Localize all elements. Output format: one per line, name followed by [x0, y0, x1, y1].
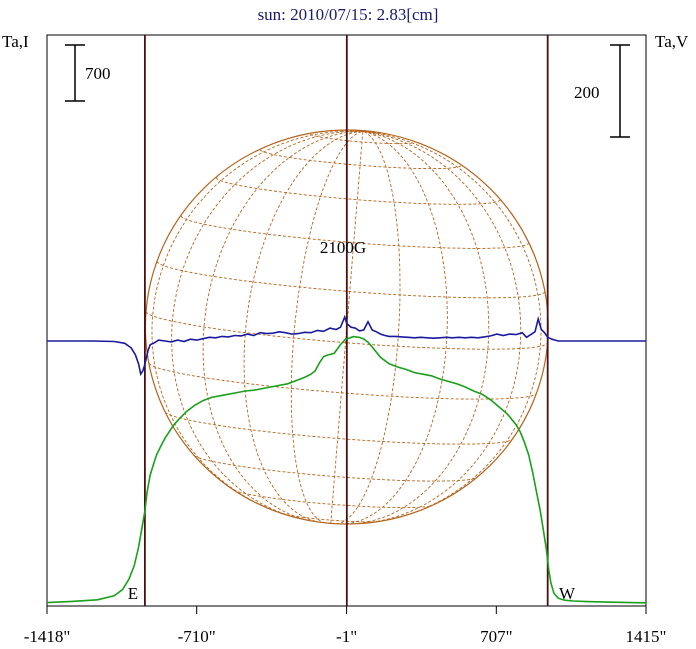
right-scale-bar [610, 44, 630, 138]
right-scale-bar-label: 200 [574, 83, 600, 102]
field-strength-label: 2100G [320, 238, 366, 257]
disk-longitude-line [151, 130, 363, 511]
left-scale-bar-label: 700 [85, 64, 111, 83]
right-axis-label: Ta,V [655, 32, 689, 51]
disk-longitude-line [243, 130, 363, 523]
east-limb-label: E [128, 584, 138, 603]
disk-longitude-line [290, 130, 364, 524]
intensity-series-line [46, 335, 647, 604]
disk-longitude-line [171, 130, 363, 518]
x-tick-label: -1418" [24, 627, 71, 646]
x-tick-label: 1415" [626, 627, 667, 646]
disk-longitude-line [362, 130, 542, 520]
left-axis-label: Ta,I [2, 32, 29, 51]
disk-latitude-line [259, 149, 462, 170]
x-tick-label: -710" [178, 627, 216, 646]
x-tick-label: 707" [480, 627, 512, 646]
disk-latitude-line [215, 177, 501, 205]
chart-title: sun: 2010/07/15: 2.83[cm] [258, 5, 439, 24]
polarization-series-line [47, 314, 646, 377]
x-axis-ticks: -1418" -710" -1" 707" 1415" [24, 606, 667, 646]
disk-longitude-line [341, 130, 448, 525]
left-scale-bar [65, 44, 85, 102]
disk-longitude-line [352, 130, 490, 525]
x-tick-label: -1" [336, 627, 357, 646]
west-limb-label: W [559, 584, 576, 603]
disk-latitude-line [233, 489, 433, 509]
disk-longitude-line [202, 130, 363, 521]
disk-longitude-line [362, 130, 522, 524]
disk-longitude-line [336, 130, 401, 525]
